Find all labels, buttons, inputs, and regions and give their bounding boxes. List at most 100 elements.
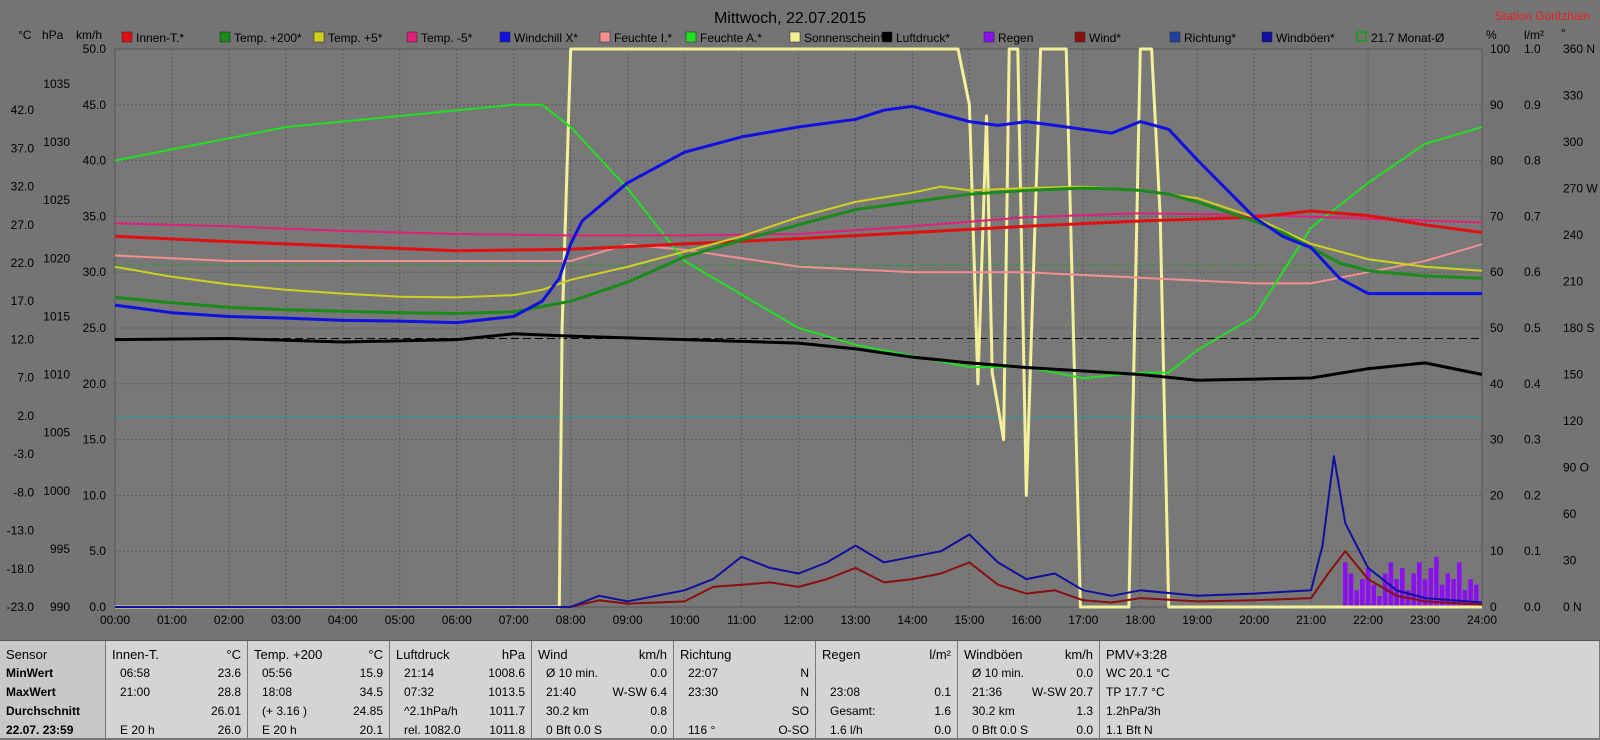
table-cell: SO	[791, 704, 809, 718]
table-cell: 15.9	[359, 666, 383, 680]
table-cell: 23:30	[688, 685, 719, 699]
celsius-tick-label: 12.0	[11, 332, 35, 346]
table-column: PMV+3:28 WC 20.1 °C TP 17.7 °C 1.2hPa/3h 1.1…	[1100, 641, 1600, 738]
percent-tick-label: 0	[1490, 600, 1497, 614]
table-cell: 22:07	[688, 666, 719, 680]
legend-label: Temp. -5*	[421, 31, 473, 45]
table-row: rel. 1082.0 1011.8	[396, 721, 525, 740]
lm2-tick-label: 0.4	[1524, 377, 1541, 391]
celsius-tick-label: 22.0	[11, 256, 35, 270]
series-line	[114, 104, 1482, 325]
table-cell: 1.6 l/h	[830, 723, 863, 737]
legend-swatch	[983, 31, 995, 43]
legend-swatch	[313, 31, 325, 43]
rain-bar	[1399, 567, 1405, 607]
table-cell: 28.8	[217, 685, 241, 699]
legend-label: Wind*	[1089, 31, 1121, 45]
rain-bar	[1394, 579, 1399, 607]
lm2-tick-label: 0.7	[1524, 209, 1541, 223]
legend-label: Richtung*	[1184, 31, 1236, 45]
table-cell: 0.0	[650, 666, 667, 680]
table-row: 23:30 N	[680, 683, 809, 702]
table-row: TP 17.7 °C	[1106, 683, 1593, 702]
hpa-tick-label: 1005	[43, 426, 70, 440]
lm2-tick-label: 0.8	[1524, 154, 1541, 168]
table-cell: N	[800, 685, 809, 699]
lm2-tick-label: 0.5	[1524, 321, 1541, 335]
table-cell: 1.6	[934, 704, 951, 718]
hpa-tick-label: 1015	[43, 309, 70, 323]
table-column: Innen-T. °C 06:58 23.6 21:00 28.8 26.01 E 20 h 2…	[106, 641, 248, 738]
legend-swatch	[685, 31, 697, 43]
column-title: Sensor	[6, 647, 48, 662]
table-cell: 18:08	[262, 685, 293, 699]
kmh-tick-label: 35.0	[83, 209, 107, 223]
unit-degree: °	[1561, 26, 1566, 40]
table-cell: E 20 h	[262, 723, 297, 737]
table-row: 116 ° O-SO	[680, 721, 809, 740]
table-column: Windböen km/h Ø 10 min. 0.0 21:36 W-SW 20.7 30…	[958, 641, 1100, 738]
column-title: Richtung	[680, 647, 732, 662]
table-cell: 1011.8	[489, 723, 525, 737]
legend-swatch	[1169, 31, 1181, 43]
kmh-tick-label: 0.0	[89, 600, 106, 614]
series-line	[114, 185, 1483, 299]
table-cell: TP 17.7 °C	[1106, 685, 1165, 699]
legend-label: Innen-T.*	[136, 31, 184, 45]
celsius-tick-label: -13.0	[7, 524, 35, 538]
celsius-tick-label: -8.0	[13, 485, 34, 499]
x-tick-label: 08:00	[556, 613, 586, 627]
table-cell	[112, 702, 120, 721]
x-tick-label: 14:00	[897, 613, 927, 627]
series-line	[115, 47, 1482, 609]
table-row: E 20 h 26.0	[112, 721, 241, 740]
celsius-tick-label: 7.0	[17, 371, 34, 385]
table-cell: rel. 1082.0	[404, 723, 461, 737]
percent-tick-label: 30	[1490, 433, 1504, 447]
x-tick-label: 24:00	[1467, 613, 1497, 627]
x-tick-label: 10:00	[670, 613, 700, 627]
deg-tick-label: 240	[1563, 228, 1583, 242]
table-cell: O-SO	[778, 723, 809, 737]
column-title: Innen-T.	[112, 647, 159, 662]
unit-celsius: °C	[18, 28, 32, 42]
kmh-tick-label: 40.0	[83, 154, 107, 168]
table-row: 21:00 28.8	[112, 683, 241, 702]
table-cell: 26.01	[210, 704, 241, 718]
celsius-tick-label: -18.0	[7, 562, 35, 576]
table-row: Ø 10 min. 0.0	[964, 664, 1093, 683]
table-cell: 0.0	[1076, 723, 1093, 737]
table-row: WC 20.1 °C	[1106, 664, 1593, 683]
table-row: Gesamt: 1.6	[822, 702, 951, 721]
table-row: 1.6 l/h 0.0	[822, 721, 951, 740]
table-column: Sensor MinWert MaxWert Durchschnitt 22.07. 2…	[0, 641, 106, 738]
percent-tick-label: 20	[1490, 488, 1504, 502]
percent-tick-label: 50	[1490, 321, 1504, 335]
hpa-tick-label: 995	[50, 542, 70, 556]
celsius-tick-label: 27.0	[11, 218, 35, 232]
rain-bar	[1456, 562, 1462, 607]
table-header: Luftdruck hPa	[396, 645, 525, 664]
x-tick-label: 17:00	[1068, 613, 1098, 627]
table-row	[822, 664, 951, 683]
rain-bar	[1354, 590, 1359, 607]
deg-tick-label: 300	[1563, 135, 1583, 149]
lm2-tick-label: 0.1	[1524, 544, 1541, 558]
rain-bar	[1439, 584, 1445, 607]
unit-kmh: km/h	[76, 28, 102, 42]
percent-tick-label: 80	[1490, 154, 1504, 168]
table-row: 30.2 km 1.3	[964, 702, 1093, 721]
table-column: Regen l/m² 23:08 0.1 Gesamt: 1.6 1.6 l/h 0.0	[816, 641, 958, 738]
table-row: 05:56 15.9	[254, 664, 383, 683]
table-row: Durchschnitt	[6, 702, 99, 721]
table-cell: MaxWert	[6, 685, 56, 699]
deg-tick-label: 210	[1563, 275, 1583, 289]
deg-tick-label: 330	[1563, 89, 1583, 103]
rain-bar	[1371, 584, 1377, 607]
legend-label: Luftdruck*	[896, 31, 950, 45]
table-cell: 0.0	[650, 723, 667, 737]
celsius-tick-label: 17.0	[11, 294, 35, 308]
table-row: 21:14 1008.6	[396, 664, 525, 683]
table-cell: 1.2hPa/3h	[1106, 704, 1161, 718]
column-unit: km/h	[638, 647, 667, 662]
